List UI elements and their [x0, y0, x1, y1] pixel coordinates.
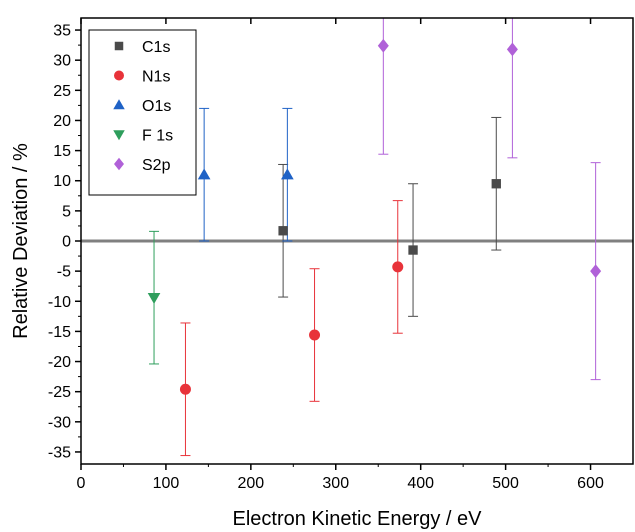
y-axis-label: Relative Deviation / % [10, 143, 32, 339]
x-tick-label: 100 [153, 475, 180, 492]
y-tick-label: -25 [48, 384, 71, 401]
data-layer [147, 18, 602, 457]
y-tick-label: -5 [57, 264, 71, 281]
x-tick-label: 300 [322, 475, 349, 492]
y-tick-label: 15 [53, 143, 71, 160]
legend-label: O1s [142, 98, 171, 115]
data-point-n1s [392, 261, 404, 273]
legend-marker-c1s [114, 41, 124, 51]
data-point-s2p [590, 264, 602, 279]
x-tick-label: 400 [407, 475, 434, 492]
y-tick-label: -30 [48, 414, 71, 431]
y-tick-label: -15 [48, 324, 71, 341]
y-tick-label: 0 [62, 234, 71, 251]
data-point-o1s [281, 168, 294, 180]
legend-box [88, 29, 197, 196]
data-point-f1s [147, 292, 161, 304]
data-point-s2p [377, 38, 389, 53]
y-tick-label: 5 [62, 203, 71, 220]
y-tick-label: 10 [53, 173, 71, 190]
data-point-n1s [179, 383, 191, 395]
legend-label: N1s [142, 69, 170, 86]
error-bar [507, 18, 518, 159]
error-bar [378, 18, 389, 155]
legend-marker-n1s [114, 70, 124, 81]
x-tick-label: 500 [492, 475, 519, 492]
legend-marker-s2p [114, 157, 124, 171]
x-axis-label: Electron Kinetic Energy / eV [232, 508, 482, 530]
y-tick-label: 20 [53, 113, 71, 130]
legend-label: S2p [142, 157, 171, 174]
y-tick-label: 30 [53, 53, 71, 70]
y-tick-label: 25 [53, 83, 71, 100]
data-point-c1s [408, 245, 418, 255]
data-point-o1s [197, 168, 211, 180]
y-tick-label: -20 [48, 354, 71, 371]
legend-label: C1s [142, 39, 170, 56]
data-point-c1s [491, 179, 501, 189]
data-point-n1s [309, 329, 321, 341]
legend: C1s N1s O1s F 1s S2p [88, 29, 197, 196]
legend-marker-o1s [113, 99, 125, 110]
x-tick-label: 0 [77, 475, 86, 492]
y-tick-label: -35 [48, 444, 71, 461]
y-tick-label: 35 [53, 23, 71, 40]
legend-label: F 1s [142, 128, 173, 145]
y-tick-label: -10 [48, 294, 71, 311]
data-point-c1s [278, 226, 288, 236]
legend-marker-f1s [113, 130, 125, 141]
data-point-s2p [506, 42, 518, 57]
x-tick-label: 200 [237, 475, 264, 492]
x-tick-label: 600 [577, 475, 604, 492]
